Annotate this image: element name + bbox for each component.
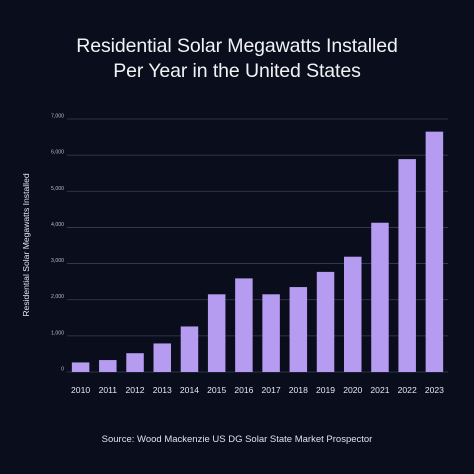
bar-2020 xyxy=(344,256,362,372)
bar-2018 xyxy=(289,287,308,372)
y-tick-label: 2,000 xyxy=(51,294,64,300)
bar-2023 xyxy=(425,131,444,372)
bar-2019 xyxy=(316,271,335,372)
x-tick-label: 2020 xyxy=(343,385,362,395)
y-axis-label: Residential Solar Megawatts Installed xyxy=(21,173,31,317)
x-tick-label: 2022 xyxy=(398,385,417,395)
y-tick-label: 7,000 xyxy=(51,114,64,120)
x-tick-label: 2016 xyxy=(234,385,253,395)
x-axis-ticks: 2010 2011 2012 2013 2014 2015 2016 2017 2018 2019… xyxy=(71,385,444,395)
grid-lines xyxy=(67,118,448,373)
y-tick-label: 1,000 xyxy=(51,330,64,336)
x-tick-label: 2018 xyxy=(289,385,308,395)
x-tick-label: 2014 xyxy=(180,385,199,395)
bar-2021 xyxy=(371,222,389,372)
bars xyxy=(71,131,444,372)
x-tick-label: 2019 xyxy=(316,385,335,395)
source-note: Source: Wood Mackenzie US DG Solar State… xyxy=(101,434,373,445)
bar-2014 xyxy=(180,326,199,372)
y-tick-label: 4,000 xyxy=(51,222,64,228)
x-tick-label: 2021 xyxy=(370,385,389,395)
x-tick-label: 2023 xyxy=(425,385,444,395)
chart-title: Residential Solar Megawatts Installed Pe… xyxy=(20,34,454,84)
bar-2016 xyxy=(235,278,253,372)
y-tick-label: 3,000 xyxy=(51,258,64,264)
bar-2010 xyxy=(71,362,90,372)
y-tick-label: 5,000 xyxy=(51,186,64,192)
chart-title-line-1: Residential Solar Megawatts Installed xyxy=(76,35,398,57)
x-tick-label: 2011 xyxy=(99,385,118,395)
y-axis-ticks: 0 1,000 2,000 3,000 4,000 5,000 6,000 7,000 xyxy=(51,114,64,373)
x-tick-label: 2017 xyxy=(262,385,281,395)
bar-2017 xyxy=(262,294,280,372)
bar-2022 xyxy=(398,159,416,372)
bar-2011 xyxy=(99,360,117,372)
x-tick-label: 2012 xyxy=(125,385,144,395)
bar-2013 xyxy=(153,343,171,372)
x-tick-label: 2015 xyxy=(207,385,226,395)
x-tick-label: 2010 xyxy=(71,385,90,395)
y-tick-label: 6,000 xyxy=(51,150,64,156)
bar-2015 xyxy=(207,294,226,372)
x-tick-label: 2013 xyxy=(153,385,172,395)
bar-2012 xyxy=(126,353,144,372)
chart-title-line-2: Per Year in the United States xyxy=(113,60,361,82)
y-tick-label: 0 xyxy=(61,367,64,373)
